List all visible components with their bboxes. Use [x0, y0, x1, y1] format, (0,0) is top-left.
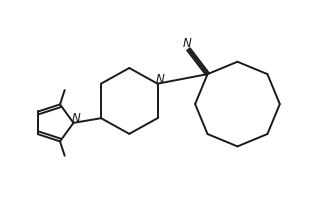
Text: N: N: [155, 73, 164, 86]
Text: N: N: [183, 37, 191, 50]
Text: N: N: [71, 111, 80, 124]
